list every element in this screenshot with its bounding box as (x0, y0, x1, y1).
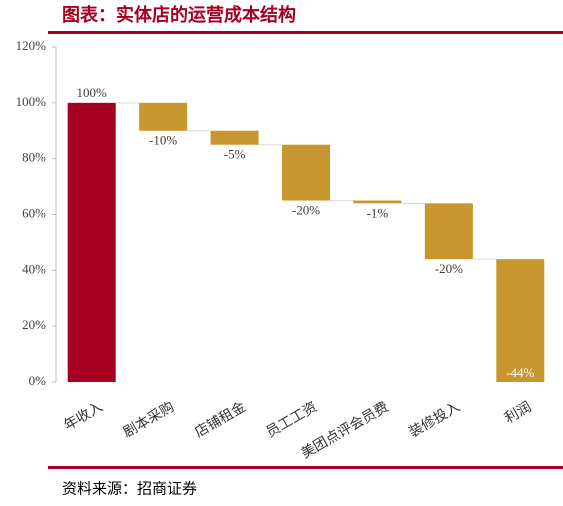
y-tick-label: 40% (22, 261, 46, 276)
x-tick-label: 利润 (502, 399, 534, 427)
value-label: -20% (435, 261, 463, 276)
title-rule (48, 31, 563, 34)
x-tick-label: 员工工资 (264, 399, 320, 441)
x-tick-label: 剧本采购 (121, 399, 177, 441)
bar (424, 203, 473, 260)
bar (139, 102, 188, 131)
bar (496, 259, 545, 382)
y-tick-label: 80% (22, 150, 46, 165)
value-label: 100% (77, 85, 108, 100)
y-tick-label: 0% (29, 373, 47, 388)
y-tick-label: 20% (22, 317, 46, 332)
chart-title: 图表：实体店的运营成本结构 (62, 4, 296, 26)
source: 资料来源：招商证券 (62, 480, 197, 498)
x-tick-label: 店铺租金 (192, 399, 248, 441)
value-label: -20% (292, 203, 320, 218)
y-tick-label: 60% (22, 205, 46, 220)
value-label: -5% (224, 147, 246, 162)
y-tick-label: 120% (16, 38, 47, 53)
footer-rule (48, 466, 563, 469)
x-tick-label: 年收入 (61, 399, 105, 434)
value-label: -10% (149, 133, 177, 148)
bar (282, 144, 330, 201)
bar (210, 130, 259, 145)
y-tick-label: 100% (16, 94, 47, 109)
x-tick-label: 装修投入 (406, 399, 462, 441)
value-label: -1% (367, 205, 389, 220)
bar (67, 102, 116, 382)
value-label: -44% (506, 365, 534, 380)
bar (353, 200, 402, 204)
